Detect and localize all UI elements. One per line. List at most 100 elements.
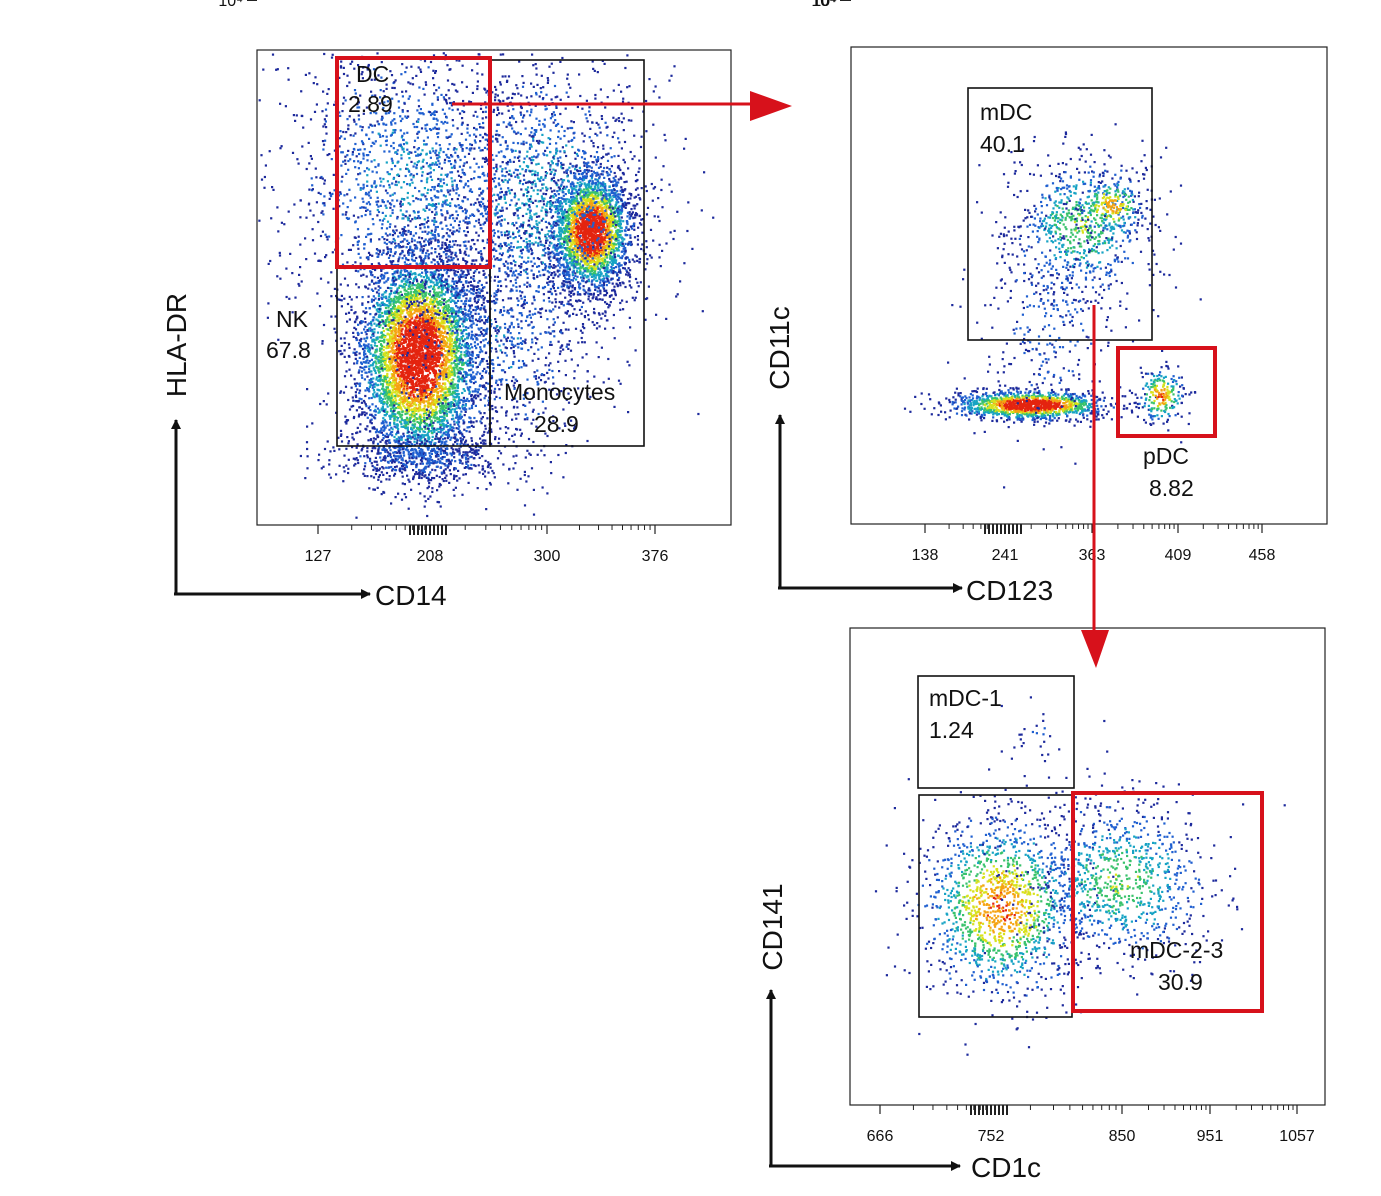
event-dot (354, 320, 357, 323)
event-dot (456, 334, 459, 337)
event-dot (400, 498, 404, 501)
event-dot (429, 443, 432, 446)
event-dot (423, 338, 426, 341)
event-dot (395, 388, 398, 391)
event-dot (415, 344, 418, 347)
event-dot (454, 400, 457, 403)
event-dot (417, 400, 421, 403)
event-dot (374, 369, 377, 372)
event-dot (431, 308, 434, 311)
event-dot (472, 322, 475, 325)
event-dot (435, 412, 438, 415)
event-dot (371, 339, 374, 342)
event-dot (428, 321, 431, 324)
event-dot (379, 364, 382, 368)
event-dot (457, 418, 460, 421)
event-dot (381, 311, 384, 315)
event-dot (388, 301, 391, 305)
event-dot (462, 283, 465, 286)
event-dot (424, 278, 427, 281)
event-dot (362, 273, 365, 276)
event-dot (430, 407, 433, 410)
event-dot (456, 244, 459, 247)
event-dot (465, 333, 468, 336)
event-dot (405, 427, 408, 430)
event-dot (435, 364, 438, 367)
event-dot (375, 393, 378, 396)
event-dot (372, 393, 375, 396)
event-dot (389, 300, 392, 303)
event-dot (420, 396, 423, 399)
event-dot (424, 310, 427, 313)
event-dot (411, 218, 414, 221)
event-dot (437, 453, 440, 456)
event-dot (486, 291, 489, 294)
event-dot (390, 310, 393, 313)
event-dot (398, 375, 401, 378)
event-dot (465, 408, 468, 411)
event-dot (427, 397, 430, 400)
event-dot (411, 448, 414, 451)
event-dot (436, 335, 439, 338)
event-dot (430, 307, 433, 310)
event-dot (425, 458, 428, 461)
event-dot (376, 323, 379, 326)
event-dot (377, 307, 380, 311)
event-dot (483, 412, 486, 415)
event-dot (390, 384, 393, 387)
event-dot (405, 296, 408, 299)
event-dot (391, 375, 394, 378)
event-dot (477, 298, 480, 301)
event-dot (408, 327, 412, 330)
event-dot (435, 279, 438, 282)
event-dot (384, 397, 387, 400)
event-dot (412, 303, 415, 306)
event-dot (380, 363, 383, 366)
event-dot (375, 308, 378, 311)
event-dot (365, 344, 368, 347)
event-dot (404, 329, 407, 332)
event-dot (443, 377, 446, 380)
event-dot (466, 426, 469, 429)
event-dot (363, 455, 366, 458)
event-dot (384, 426, 387, 429)
event-dot (343, 297, 346, 300)
event-dot (467, 304, 470, 307)
event-dot (406, 324, 409, 327)
event-dot (434, 238, 437, 241)
event-dot (372, 334, 375, 337)
event-dot (430, 280, 433, 283)
event-dot (414, 304, 417, 308)
event-dot (478, 410, 481, 413)
event-dot (408, 419, 411, 422)
event-dot (398, 341, 401, 344)
event-dot (480, 332, 484, 335)
event-dot (465, 262, 468, 265)
event-dot (376, 366, 379, 369)
event-dot (446, 373, 449, 376)
event-dot (428, 388, 431, 391)
event-dot (396, 269, 399, 272)
event-dot (454, 240, 457, 243)
event-dot (441, 285, 444, 289)
event-dot (395, 379, 398, 382)
event-dot (393, 330, 396, 333)
event-dot (370, 377, 373, 381)
event-dot (438, 439, 441, 442)
event-dot (482, 294, 485, 298)
event-dot (448, 401, 451, 405)
event-dot (403, 375, 406, 378)
event-dot (468, 407, 471, 410)
event-dot (431, 424, 434, 427)
event-dot (445, 307, 448, 310)
event-dot (395, 406, 398, 410)
event-dot (448, 403, 451, 406)
event-dot (435, 428, 438, 432)
event-dot (379, 286, 382, 289)
event-dot (435, 310, 438, 313)
event-dot (517, 325, 520, 328)
event-dot (426, 296, 429, 299)
event-dot (405, 351, 408, 354)
event-dot (447, 305, 450, 308)
event-dot (422, 401, 425, 404)
